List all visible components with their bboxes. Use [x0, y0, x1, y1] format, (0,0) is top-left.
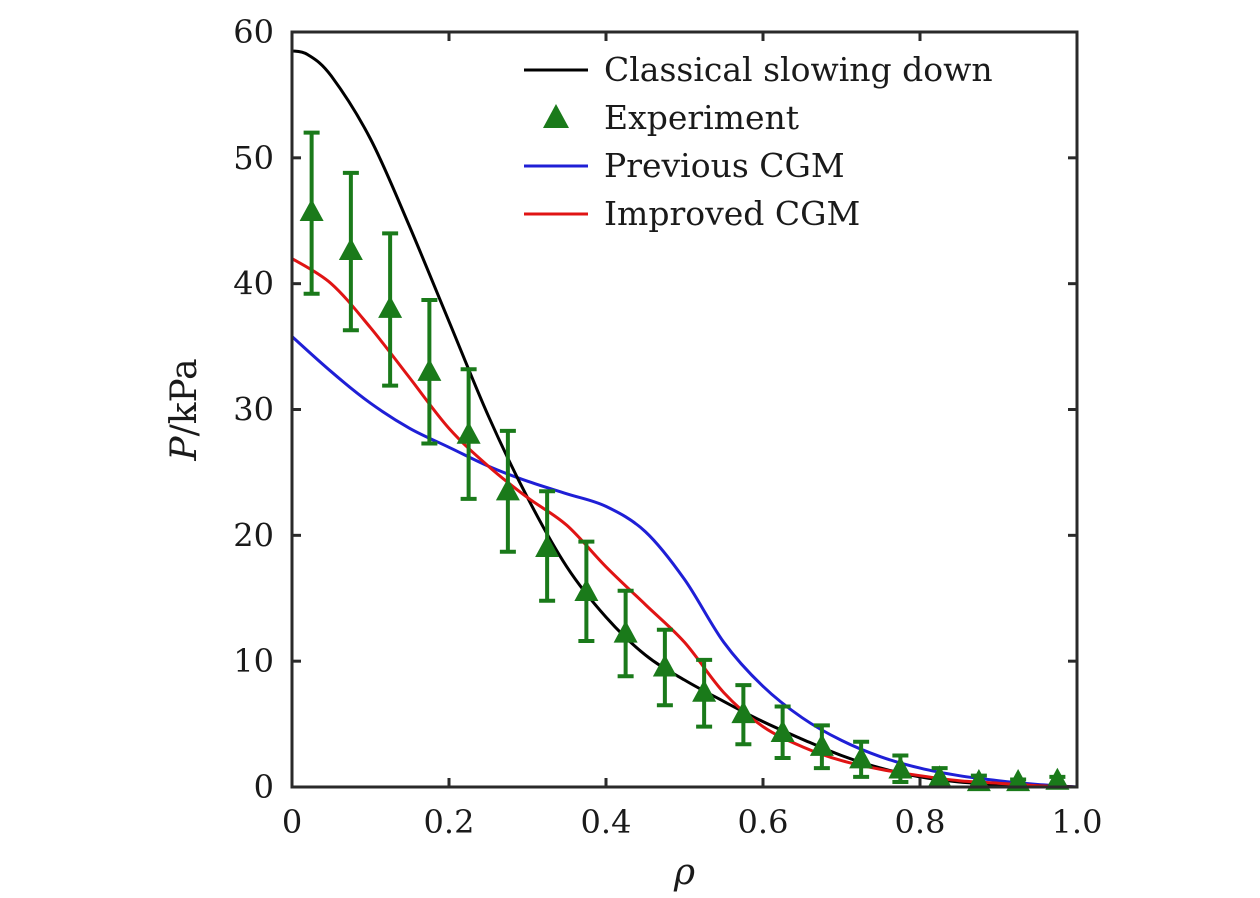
legend-item: Classical slowing down — [524, 50, 993, 89]
experiment-point — [495, 478, 520, 501]
legend-item: Experiment — [543, 98, 799, 137]
x-tick-label: 0 — [282, 803, 302, 841]
legend-label: Classical slowing down — [604, 50, 993, 89]
experiment-point — [849, 746, 874, 769]
experiment-point — [927, 765, 952, 788]
y-tick-label: 50 — [233, 139, 274, 177]
x-tick-label: 0.2 — [424, 803, 475, 841]
experiment-point — [299, 198, 324, 222]
legend-label: Previous CGM — [604, 146, 845, 185]
y-axis-label: P/kPa — [164, 358, 205, 461]
series-line-previous-cgm — [290, 335, 1078, 789]
legend-label: Improved CGM — [604, 194, 860, 233]
y-tick-label: 60 — [233, 13, 274, 51]
legend-label: Experiment — [604, 98, 799, 137]
experiment-point — [574, 578, 599, 602]
legend: Classical slowing down Experiment Previous… — [524, 50, 993, 233]
x-tick-label: 1.0 — [1052, 803, 1103, 841]
x-tick-label: 0.4 — [581, 803, 632, 841]
experiment-point — [731, 701, 756, 724]
experiment-point — [417, 358, 442, 381]
y-tick-label: 10 — [233, 642, 274, 680]
legend-item: Previous CGM — [524, 146, 845, 185]
x-tick-label: 0.8 — [895, 803, 946, 841]
experiment-point — [692, 679, 717, 702]
y-tick-label: 30 — [233, 391, 274, 429]
experiment-point — [456, 421, 481, 444]
legend-item: Improved CGM — [524, 194, 860, 233]
experiment-point — [1045, 767, 1070, 790]
experiment-point — [888, 756, 913, 779]
legend-swatch — [543, 104, 569, 128]
experiment-point — [770, 719, 795, 742]
experiment-point — [338, 237, 363, 261]
y-tick-label: 40 — [233, 265, 274, 303]
y-axis-label-unit: /kPa — [164, 358, 205, 436]
x-tick-label: 0.6 — [738, 803, 789, 841]
experiment-point — [378, 295, 403, 318]
ticks-layer: 0 0.2 0.4 0.6 0.8 1.0 0 10 20 30 40 50 60 — [233, 13, 1102, 841]
experiment-point — [809, 733, 834, 756]
y-tick-label: 0 — [254, 768, 274, 806]
y-axis-label-symbol: P — [164, 436, 205, 462]
x-axis-label: ρ — [673, 852, 695, 893]
experiment-point — [535, 534, 560, 558]
experiment-point — [652, 654, 677, 677]
series-line-improved-cgm — [291, 257, 1078, 789]
experiment-point — [613, 620, 638, 643]
y-tick-label: 20 — [233, 516, 274, 554]
